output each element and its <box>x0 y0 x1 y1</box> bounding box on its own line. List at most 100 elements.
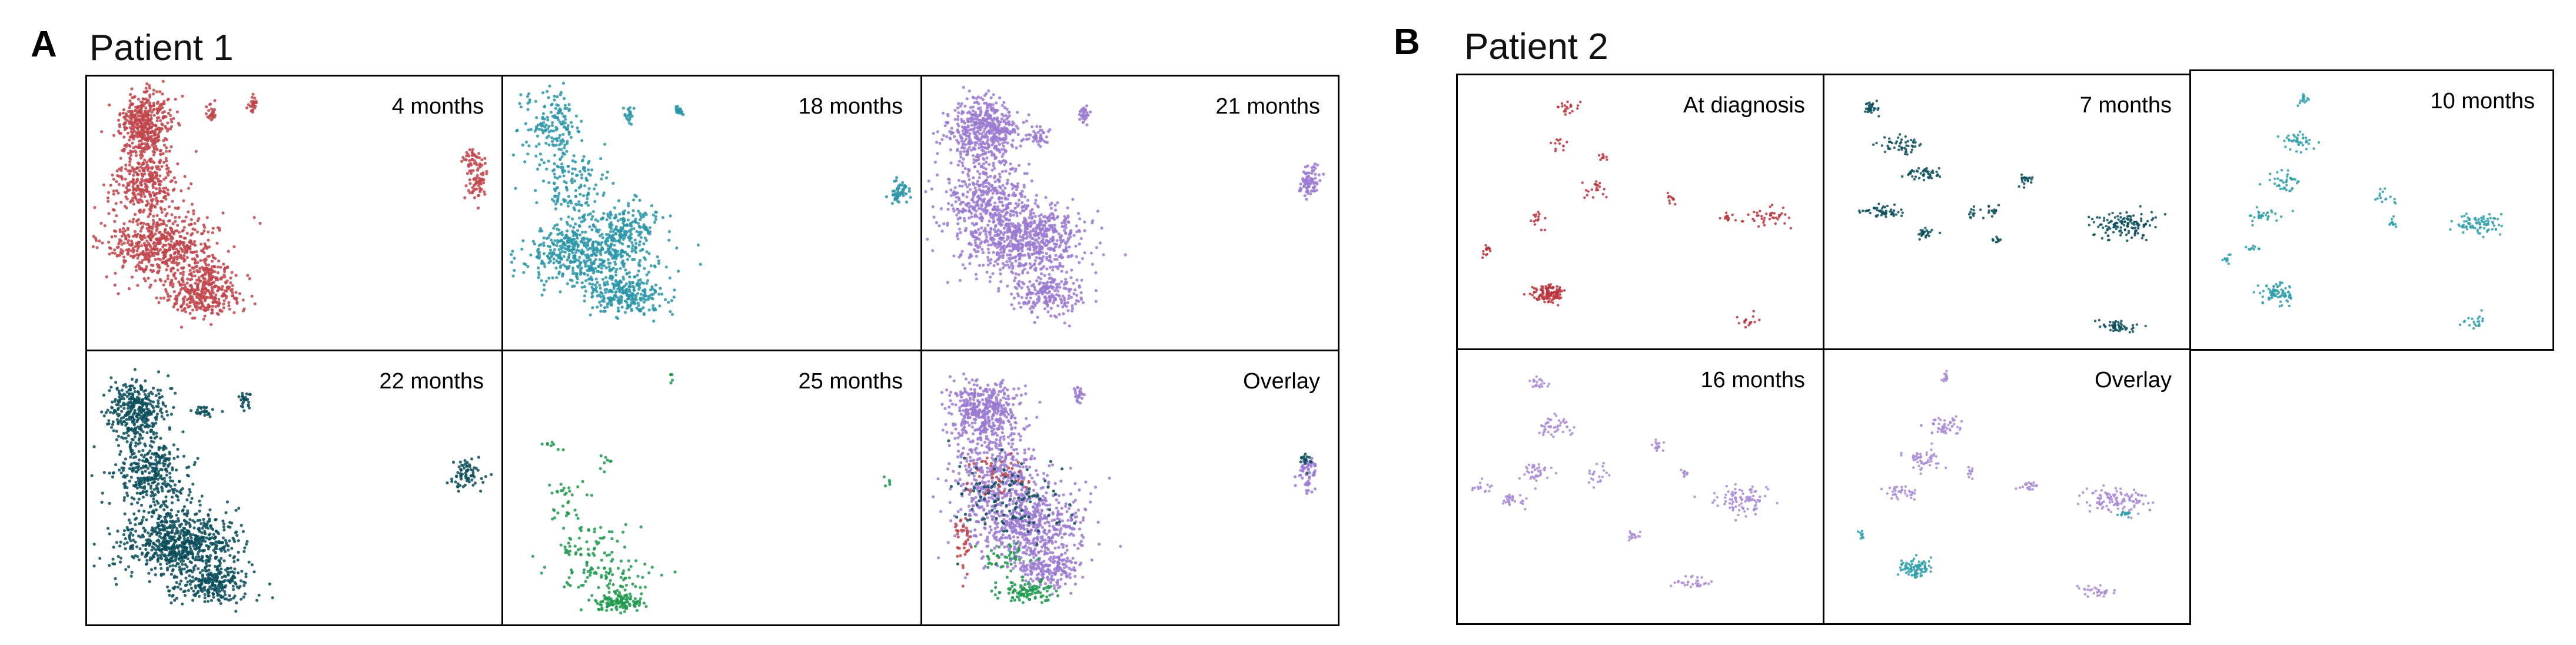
scatter-point <box>138 111 141 114</box>
scatter-point <box>621 242 624 246</box>
scatter-point <box>526 108 530 111</box>
scatter-point <box>1049 265 1052 269</box>
scatter-point <box>993 167 996 170</box>
scatter-point <box>985 156 989 159</box>
scatter-point <box>136 257 139 260</box>
scatter-point <box>1019 238 1023 242</box>
scatter-point <box>965 195 969 199</box>
scatter-point <box>601 294 605 298</box>
scatter-point <box>220 294 224 298</box>
scatter-point <box>162 144 167 147</box>
scatter-point <box>143 130 147 134</box>
scatter-point <box>1001 204 1005 207</box>
scatter-point <box>195 230 199 234</box>
scatter-point <box>219 265 222 269</box>
scatter-point <box>166 274 170 278</box>
scatter-point <box>134 149 137 153</box>
scatter-point <box>670 299 674 302</box>
scatter-point <box>630 298 633 302</box>
scatter-point <box>116 174 119 178</box>
scatter-point <box>167 111 171 115</box>
scatter-point <box>194 258 197 262</box>
scatter-point <box>639 298 642 301</box>
scatter-point <box>108 252 111 256</box>
scatter-point <box>621 107 626 110</box>
scatter-point <box>972 176 975 179</box>
scatter-point <box>626 306 630 310</box>
scatter-point <box>983 146 986 149</box>
scatter-point <box>144 166 147 170</box>
scatter-point <box>110 235 114 238</box>
scatter-point <box>193 274 197 278</box>
scatter-point <box>139 221 143 225</box>
scatter-point <box>207 303 210 307</box>
scatter-point <box>580 139 584 142</box>
scatter-point <box>148 192 151 196</box>
scatter-point <box>1023 267 1026 271</box>
scatter-point <box>185 255 189 260</box>
scatter-point <box>1072 281 1075 285</box>
scatter-point <box>148 87 151 90</box>
scatter-point <box>227 304 231 308</box>
scatter-point <box>642 223 646 227</box>
scatter-point <box>127 151 130 155</box>
scatter-point <box>972 113 975 117</box>
scatter-point <box>955 213 959 217</box>
scatter-point <box>601 236 604 240</box>
scatter-point <box>1039 231 1042 235</box>
scatter-point <box>563 97 566 100</box>
scatter-point <box>136 127 139 131</box>
scatter-point <box>968 183 971 187</box>
scatter-point <box>960 112 963 115</box>
scatter-point <box>609 221 613 224</box>
scatter-point <box>961 164 965 168</box>
scatter-point <box>993 118 996 121</box>
scatter-point <box>210 322 213 326</box>
point-cluster <box>885 176 912 205</box>
scatter-point <box>1067 294 1071 298</box>
scatter-point <box>1026 271 1029 275</box>
scatter-point <box>1002 101 1006 104</box>
scatter-point <box>203 292 207 296</box>
scatter-point <box>994 213 998 217</box>
scatter-point <box>175 255 179 258</box>
scatter-point <box>123 204 127 208</box>
scatter-point <box>1040 267 1044 270</box>
scatter-point <box>603 306 606 310</box>
scatter-point <box>181 302 185 305</box>
scatter-point <box>159 218 162 222</box>
scatter-point <box>622 265 626 268</box>
scatter-point <box>121 264 125 268</box>
scatter-point <box>969 230 973 234</box>
scatter-point <box>145 129 149 133</box>
scatter-point <box>628 234 631 238</box>
scatter-point <box>556 164 559 168</box>
scatter-point <box>145 99 149 103</box>
scatter-point <box>1006 121 1010 125</box>
scatter-point <box>129 135 133 139</box>
scatter-point <box>1002 250 1006 254</box>
scatter-point <box>548 245 552 248</box>
scatter-point <box>127 227 130 231</box>
scatter-point <box>123 148 127 151</box>
scatter-point <box>212 265 216 269</box>
scatter-point <box>1054 265 1058 268</box>
scatter-point <box>972 200 976 204</box>
scatter-point <box>160 165 164 168</box>
scatter-point <box>556 232 560 236</box>
scatter-point <box>158 248 162 251</box>
scatter-point <box>1040 247 1043 251</box>
scatter-point <box>157 250 160 253</box>
scatter-point <box>993 139 997 142</box>
scatter-point <box>117 292 120 295</box>
scatter-point <box>989 188 993 192</box>
scatter-point <box>1072 234 1076 237</box>
scatter-point <box>1059 241 1063 244</box>
scatter-point <box>158 189 162 193</box>
scatter-point <box>125 186 128 189</box>
scatter-point <box>152 145 156 149</box>
scatter-point <box>995 191 999 195</box>
scatter-point <box>471 151 474 155</box>
scatter-point <box>1066 309 1070 312</box>
scatter-point <box>985 125 988 129</box>
